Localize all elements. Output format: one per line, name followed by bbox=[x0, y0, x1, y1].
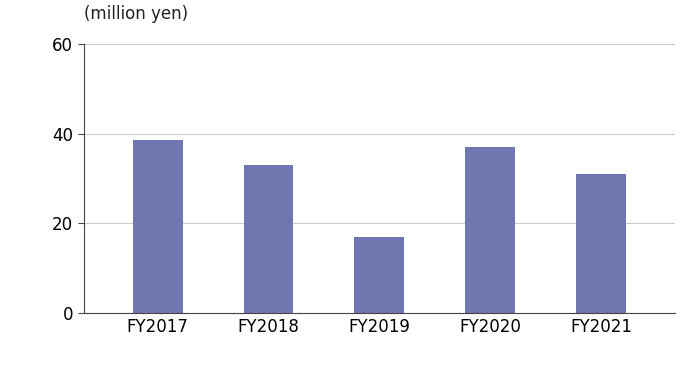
Bar bbox=[244, 165, 294, 313]
Bar bbox=[133, 141, 182, 313]
Bar bbox=[576, 174, 626, 313]
Bar bbox=[354, 237, 404, 313]
Text: (million yen): (million yen) bbox=[84, 5, 188, 23]
Bar bbox=[465, 147, 515, 313]
